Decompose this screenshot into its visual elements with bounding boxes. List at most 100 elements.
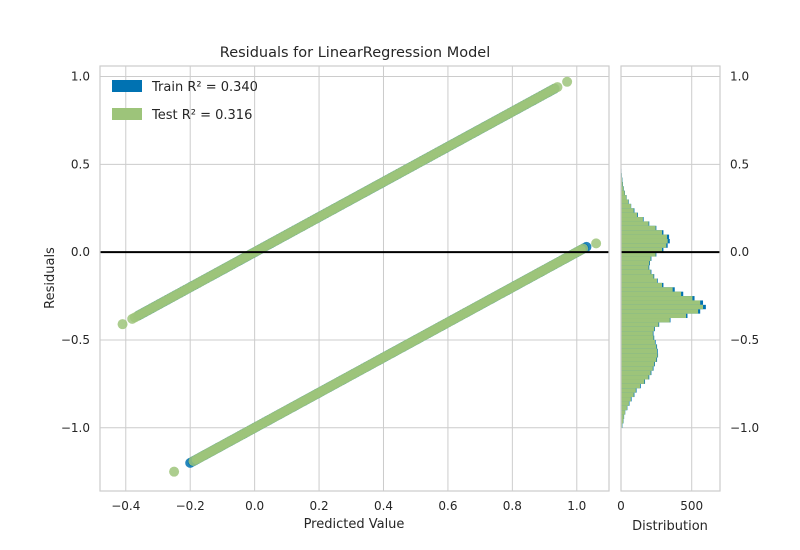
test-bar [621, 366, 653, 371]
legend-swatch-train [112, 80, 142, 92]
test-bar [621, 195, 627, 200]
test-bar [621, 234, 667, 239]
test-bar [621, 339, 655, 345]
x-tick-label: 0.8 [503, 499, 522, 513]
test-bar [621, 243, 667, 248]
test-bar [621, 287, 673, 292]
x-tick-label: 0.2 [310, 499, 329, 513]
dist-x-tick-label: 0 [617, 499, 625, 513]
x-axis-label: Predicted Value [304, 517, 405, 532]
test-point [117, 319, 128, 330]
test-bar [621, 313, 687, 319]
distribution-histogram [621, 164, 706, 428]
test-bar [621, 383, 641, 389]
x-tick-label: 0.0 [245, 499, 264, 513]
test-bar [621, 304, 704, 310]
test-point [188, 456, 199, 467]
test-bar [621, 217, 643, 222]
test-bar [621, 357, 657, 362]
test-point [591, 238, 602, 249]
test-bar [621, 405, 627, 411]
test-bar [621, 300, 701, 305]
distribution-plot-frame [620, 65, 721, 492]
test-bar [621, 375, 649, 380]
test-bar [621, 401, 629, 406]
legend-label-train: Train R² = 0.340 [151, 80, 258, 95]
y-tick-label: −0.5 [61, 333, 90, 347]
main-x-ticks: −0.4 −0.2 0.0 0.2 0.4 0.6 0.8 1.0 [111, 499, 586, 513]
test-bar [621, 410, 625, 415]
test-bar [621, 322, 659, 327]
dist-y-tick-label: 0.0 [730, 245, 749, 259]
test-bar [621, 353, 658, 358]
test-bar [621, 344, 657, 349]
dist-y-tick-label: 0.5 [730, 157, 749, 171]
test-bar [621, 186, 624, 191]
x-tick-label: 1.0 [567, 499, 586, 513]
test-bar [621, 199, 629, 204]
main-y-ticks: 1.0 0.5 0.0 −0.5 −1.0 [61, 70, 90, 435]
distribution-x-ticks: 0 500 [617, 499, 703, 513]
test-point [169, 466, 180, 477]
test-bar [621, 274, 654, 279]
test-bar [621, 212, 638, 218]
test-bar [621, 418, 624, 424]
test-bar [621, 414, 624, 419]
test-bar [621, 335, 654, 340]
x-tick-label: −0.2 [176, 499, 205, 513]
test-bar [621, 265, 649, 270]
legend-swatch-test [112, 108, 142, 120]
test-bar [621, 247, 663, 253]
test-bar [621, 278, 658, 283]
test-bar [621, 291, 682, 297]
test-bar [621, 203, 631, 209]
test-bar [621, 269, 651, 275]
test-bar [621, 348, 658, 354]
dist-y-tick-label: −1.0 [730, 421, 759, 435]
dist-x-tick-label: 500 [680, 499, 703, 513]
test-bar [621, 190, 625, 196]
y-tick-label: 0.0 [71, 245, 90, 259]
y-tick-label: 1.0 [71, 70, 90, 84]
test-point [578, 243, 589, 254]
distribution-label: Distribution [632, 519, 708, 534]
test-bar [621, 326, 655, 332]
x-tick-label: 0.6 [438, 499, 457, 513]
chart-title: Residuals for LinearRegression Model [220, 45, 490, 61]
test-bar [621, 256, 651, 261]
test-point [552, 82, 563, 93]
test-bar [621, 221, 649, 226]
test-bar [621, 181, 623, 187]
dist-y-tick-label: −0.5 [730, 333, 759, 347]
test-bar [621, 397, 631, 402]
test-bar [621, 331, 653, 336]
x-tick-label: 0.4 [374, 499, 393, 513]
y-axis-label: Residuals [43, 247, 58, 309]
test-bar [621, 282, 663, 288]
main-scatter [117, 76, 602, 477]
test-bar [621, 296, 693, 301]
test-bar [621, 361, 655, 367]
test-bar [621, 379, 645, 384]
main-plot-frame [99, 65, 610, 492]
test-bar [621, 260, 650, 266]
test-bar [621, 230, 663, 235]
test-bar [621, 370, 651, 376]
test-bar [621, 392, 634, 398]
test-bar [621, 225, 656, 231]
y-tick-label: 0.5 [71, 157, 90, 171]
y-tick-label: −1.0 [61, 421, 90, 435]
test-bar [621, 318, 670, 323]
test-bar [621, 252, 656, 257]
legend: Train R² = 0.340 Test R² = 0.316 [112, 80, 258, 123]
test-bar [621, 208, 634, 213]
test-bar [621, 309, 699, 314]
x-tick-label: −0.4 [111, 499, 140, 513]
dist-y-tick-label: 1.0 [730, 70, 749, 84]
legend-label-test: Test R² = 0.316 [151, 108, 252, 123]
test-bar [621, 388, 636, 393]
distribution-y-ticks: 1.0 0.5 0.0 −0.5 −1.0 [730, 70, 759, 435]
test-point [562, 76, 573, 87]
test-bar [621, 238, 668, 244]
